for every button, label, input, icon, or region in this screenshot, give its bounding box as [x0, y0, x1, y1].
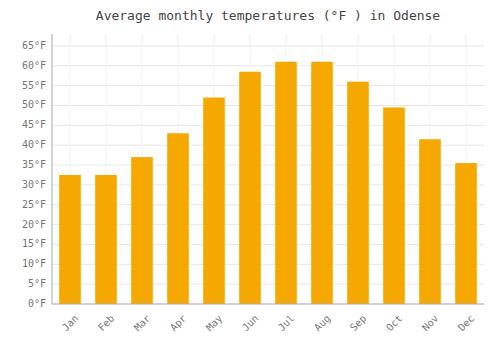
- bar: [167, 133, 189, 304]
- y-tick-label: 25°F: [22, 199, 46, 210]
- bar: [275, 62, 297, 304]
- x-tick-label: Jul: [276, 313, 297, 334]
- x-tick-label: Nov: [420, 313, 441, 334]
- bar: [347, 82, 369, 304]
- y-tick-label: 0°F: [28, 298, 46, 309]
- y-grid-line: [52, 304, 484, 305]
- y-tick-label: 55°F: [22, 80, 46, 91]
- y-tick-label: 20°F: [22, 219, 46, 230]
- y-grid-line: [52, 45, 484, 46]
- x-tick-label: Dec: [456, 313, 477, 334]
- bar: [203, 98, 225, 304]
- y-tick-label: 30°F: [22, 179, 46, 190]
- y-tick-label: 45°F: [22, 119, 46, 130]
- bar: [419, 139, 441, 304]
- y-grid-line: [52, 85, 484, 86]
- y-tick-label: 15°F: [22, 238, 46, 249]
- x-tick-label: Jun: [240, 313, 261, 334]
- bar: [95, 175, 117, 304]
- bars: [59, 62, 477, 304]
- bar: [131, 157, 153, 304]
- y-grid-line: [52, 125, 484, 126]
- bar: [455, 163, 477, 304]
- x-tick-label: Oct: [384, 313, 405, 334]
- grid: [52, 34, 484, 304]
- y-tick-label: 65°F: [22, 40, 46, 51]
- y-tick-label: 5°F: [28, 278, 46, 289]
- x-axis-line: [52, 304, 484, 305]
- x-tick-label: Jan: [60, 313, 81, 334]
- chart-title: Average monthly temperatures (°F ) in Od…: [96, 8, 441, 23]
- x-tick-label: Feb: [96, 313, 117, 334]
- y-tick-label: 50°F: [22, 99, 46, 110]
- y-tick-label: 10°F: [22, 258, 46, 269]
- y-axis: 0°F 5°F 10°F 15°F 20°F 25°F 30°F 35°F 40°F 45°F 50…: [22, 34, 52, 309]
- chart-container: 0°F 5°F 10°F 15°F 20°F 25°F 30°F 35°F 40°F 45°F 50…: [0, 0, 500, 350]
- x-tick-label: Aug: [312, 313, 333, 334]
- y-axis-line: [52, 34, 53, 304]
- chart-svg: 0°F 5°F 10°F 15°F 20°F 25°F 30°F 35°F 40°F 45°F 50…: [0, 0, 500, 350]
- x-tick-label: Sep: [348, 313, 369, 334]
- y-tick-label: 35°F: [22, 159, 46, 170]
- y-grid-line: [52, 65, 484, 66]
- bar: [311, 62, 333, 304]
- bar: [59, 175, 81, 304]
- x-tick-label: Apr: [168, 313, 189, 334]
- bar: [239, 72, 261, 304]
- x-axis: Jan Feb Mar Apr May Jun Jul Aug Sep Oct Nov Dec: [52, 304, 484, 333]
- x-tick-label: Mar: [132, 313, 153, 334]
- y-grid-line: [52, 105, 484, 106]
- y-tick-label: 40°F: [22, 139, 46, 150]
- x-tick-label: May: [204, 313, 225, 334]
- bar: [383, 107, 405, 304]
- y-tick-label: 60°F: [22, 60, 46, 71]
